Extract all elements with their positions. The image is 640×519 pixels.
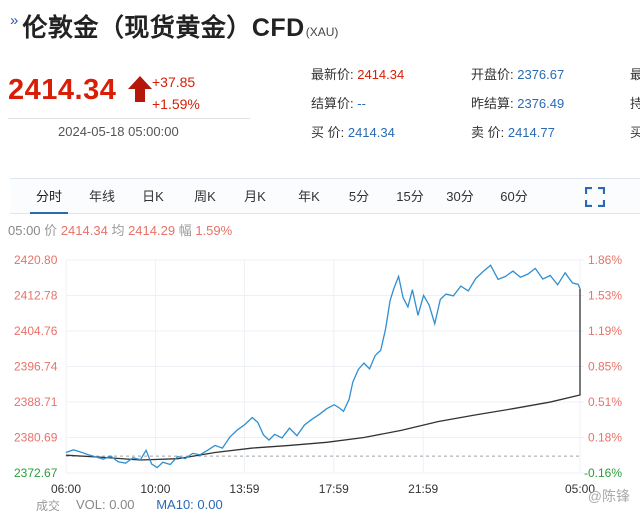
tab-年线[interactable]: 年线 bbox=[88, 189, 115, 204]
quote-pct-value: 1.59% bbox=[195, 223, 233, 238]
y-axis-tick-right: 0.18% bbox=[588, 431, 622, 445]
price-change-value: +37.85 bbox=[152, 74, 196, 90]
y-axis-tick-right: 1.53% bbox=[588, 289, 622, 303]
x-axis-tick: 21:59 bbox=[408, 482, 438, 496]
info-value: 2414.34 bbox=[353, 67, 405, 82]
divider bbox=[8, 118, 250, 119]
info-col2-row: 开盘价: 2376.67 bbox=[471, 60, 564, 89]
y-axis-tick-left: 2404.76 bbox=[14, 324, 58, 338]
info-label: 卖 价: bbox=[471, 125, 505, 140]
x-axis-tick: 05:00 bbox=[565, 482, 595, 496]
up-arrow-icon bbox=[128, 76, 152, 102]
info-col2-row: 卖 价: 2414.77 bbox=[471, 118, 564, 147]
price-line bbox=[65, 264, 581, 469]
tab-周K[interactable]: 周K bbox=[194, 189, 216, 204]
price-change-percent: +1.59% bbox=[152, 96, 200, 112]
info-label: 买 价: bbox=[311, 125, 345, 140]
fullscreen-icon[interactable] bbox=[585, 187, 605, 207]
info-value: 2414.34 bbox=[344, 125, 395, 140]
quote-avg-value: 2414.29 bbox=[128, 223, 176, 238]
info-column-1: 最新价: 2414.34 结算价: -- 买 价: 2414.34 bbox=[311, 60, 404, 147]
volume-indicator-line: VOL: 0.00 MA10: 0.00 bbox=[76, 497, 223, 512]
info-col1-row: 买 价: 2414.34 bbox=[311, 118, 404, 147]
info-column-2: 开盘价: 2376.67 昨结算: 2376.49 卖 价: 2414.77 bbox=[471, 60, 564, 147]
x-axis-tick: 13:59 bbox=[229, 482, 259, 496]
tab-15分[interactable]: 15分 bbox=[396, 189, 424, 204]
info-value: 2376.67 bbox=[513, 67, 565, 82]
chart-period-tabs: 分时 年线 日K 周K 月K 年K 5分 15分 30分 60分 bbox=[10, 178, 640, 214]
info-label: 最新价: bbox=[311, 67, 354, 82]
tab-60分[interactable]: 60分 bbox=[500, 189, 528, 204]
y-axis-tick-left: 2412.78 bbox=[14, 289, 58, 303]
crosshair-quote-line: 05:00 价 2414.34 均 2414.29 幅 1.59% bbox=[8, 220, 232, 239]
vol-value: VOL: 0.00 bbox=[76, 497, 135, 512]
y-axis-tick-right: -0.16% bbox=[584, 466, 622, 480]
y-axis-tick-right: 1.19% bbox=[588, 324, 622, 338]
volume-label: 成交 bbox=[36, 499, 61, 513]
quote-price-label: 价 bbox=[44, 223, 58, 238]
y-axis-tick-left: 2388.71 bbox=[14, 395, 58, 409]
info-label-partial: 最 bbox=[630, 67, 640, 82]
quote-timestamp: 2024-05-18 05:00:00 bbox=[58, 124, 179, 139]
price-change-block: +37.85 +1.59% bbox=[152, 71, 200, 115]
info-label-partial: 买 bbox=[630, 125, 640, 140]
tab-年K[interactable]: 年K bbox=[298, 189, 320, 204]
y-axis-tick-right: 0.85% bbox=[588, 360, 622, 374]
x-axis-tick: 06:00 bbox=[51, 482, 81, 496]
tab-月K[interactable]: 月K bbox=[244, 189, 266, 204]
y-axis-tick-left: 2396.74 bbox=[14, 360, 58, 374]
x-axis-tick: 10:00 bbox=[140, 482, 170, 496]
watermark-text: @陈锋 bbox=[587, 488, 630, 504]
info-value: 2376.49 bbox=[513, 96, 565, 111]
info-label-partial: 持 bbox=[630, 96, 640, 111]
x-axis-tick: 17:59 bbox=[319, 482, 349, 496]
ma10-value: MA10: 0.00 bbox=[156, 497, 223, 512]
quote-pct-label: 幅 bbox=[178, 223, 192, 238]
tab-分时[interactable]: 分时 bbox=[30, 179, 68, 214]
quote-price-value: 2414.34 bbox=[60, 223, 108, 238]
y-axis-tick-left: 2420.80 bbox=[14, 253, 58, 267]
y-axis-tick-right: 0.51% bbox=[588, 395, 622, 409]
quote-time: 05:00 bbox=[8, 223, 41, 238]
info-label: 昨结算: bbox=[471, 96, 514, 111]
info-value: -- bbox=[353, 96, 366, 111]
y-axis-tick-right: 1.86% bbox=[588, 253, 622, 267]
info-value: 2414.77 bbox=[504, 125, 555, 140]
average-price-line bbox=[65, 288, 581, 461]
double-chevron-icon: » bbox=[10, 12, 19, 29]
info-column-3-partial: 最持买 bbox=[630, 60, 640, 147]
y-axis-tick-left: 2380.69 bbox=[14, 431, 58, 445]
info-col2-row: 昨结算: 2376.49 bbox=[471, 89, 564, 118]
quote-title-bar: » 伦敦金（现货黄金）CFD (XAU) bbox=[10, 8, 338, 44]
tab-5分[interactable]: 5分 bbox=[348, 189, 370, 204]
info-col1-row: 最新价: 2414.34 bbox=[311, 60, 404, 89]
last-price: 2414.34 bbox=[8, 74, 117, 106]
info-label: 结算价: bbox=[311, 96, 354, 111]
info-col1-row: 结算价: -- bbox=[311, 89, 404, 118]
quote-avg-label: 均 bbox=[111, 223, 125, 238]
tab-30分[interactable]: 30分 bbox=[446, 189, 474, 204]
intraday-chart[interactable]: 2420.80 2412.78 2404.76 2396.74 2388.71 2380.… bbox=[0, 240, 640, 519]
instrument-title: 伦敦金（现货黄金）CFD bbox=[22, 14, 305, 42]
tab-日K[interactable]: 日K bbox=[142, 189, 164, 204]
instrument-code: (XAU) bbox=[305, 25, 339, 39]
info-label: 开盘价: bbox=[471, 67, 514, 82]
y-axis-tick-left: 2372.67 bbox=[14, 466, 58, 480]
